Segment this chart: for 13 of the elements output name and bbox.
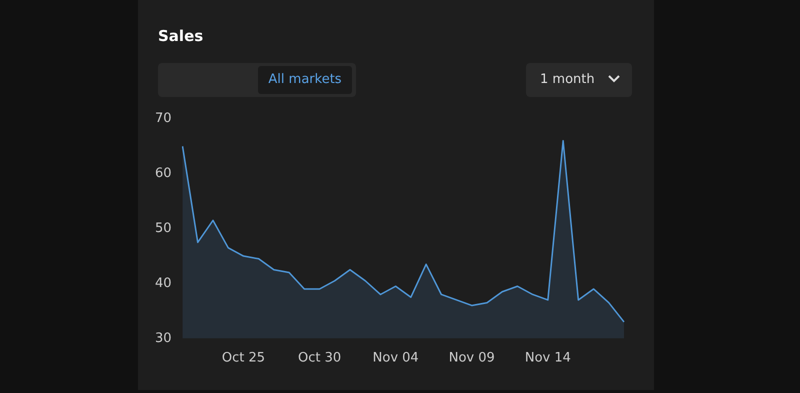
- x-tick-label: Nov 09: [448, 350, 495, 366]
- y-tick-label: 50: [154, 220, 172, 236]
- x-tick-label: Oct 30: [298, 350, 342, 366]
- y-tick-label: 60: [154, 166, 172, 182]
- y-tick-label: 40: [154, 276, 172, 291]
- x-tick-label: Nov 04: [372, 350, 419, 366]
- text: All markets: [258, 66, 352, 94]
- chart-title: Sales: [158, 27, 204, 45]
- x-tick-label: Nov 14: [524, 350, 571, 366]
- y-tick-label: 70: [154, 111, 172, 126]
- x-tick-label: Oct 25: [222, 350, 266, 366]
- text: 1 month: [540, 71, 595, 89]
- y-tick-label: 30: [154, 330, 172, 346]
